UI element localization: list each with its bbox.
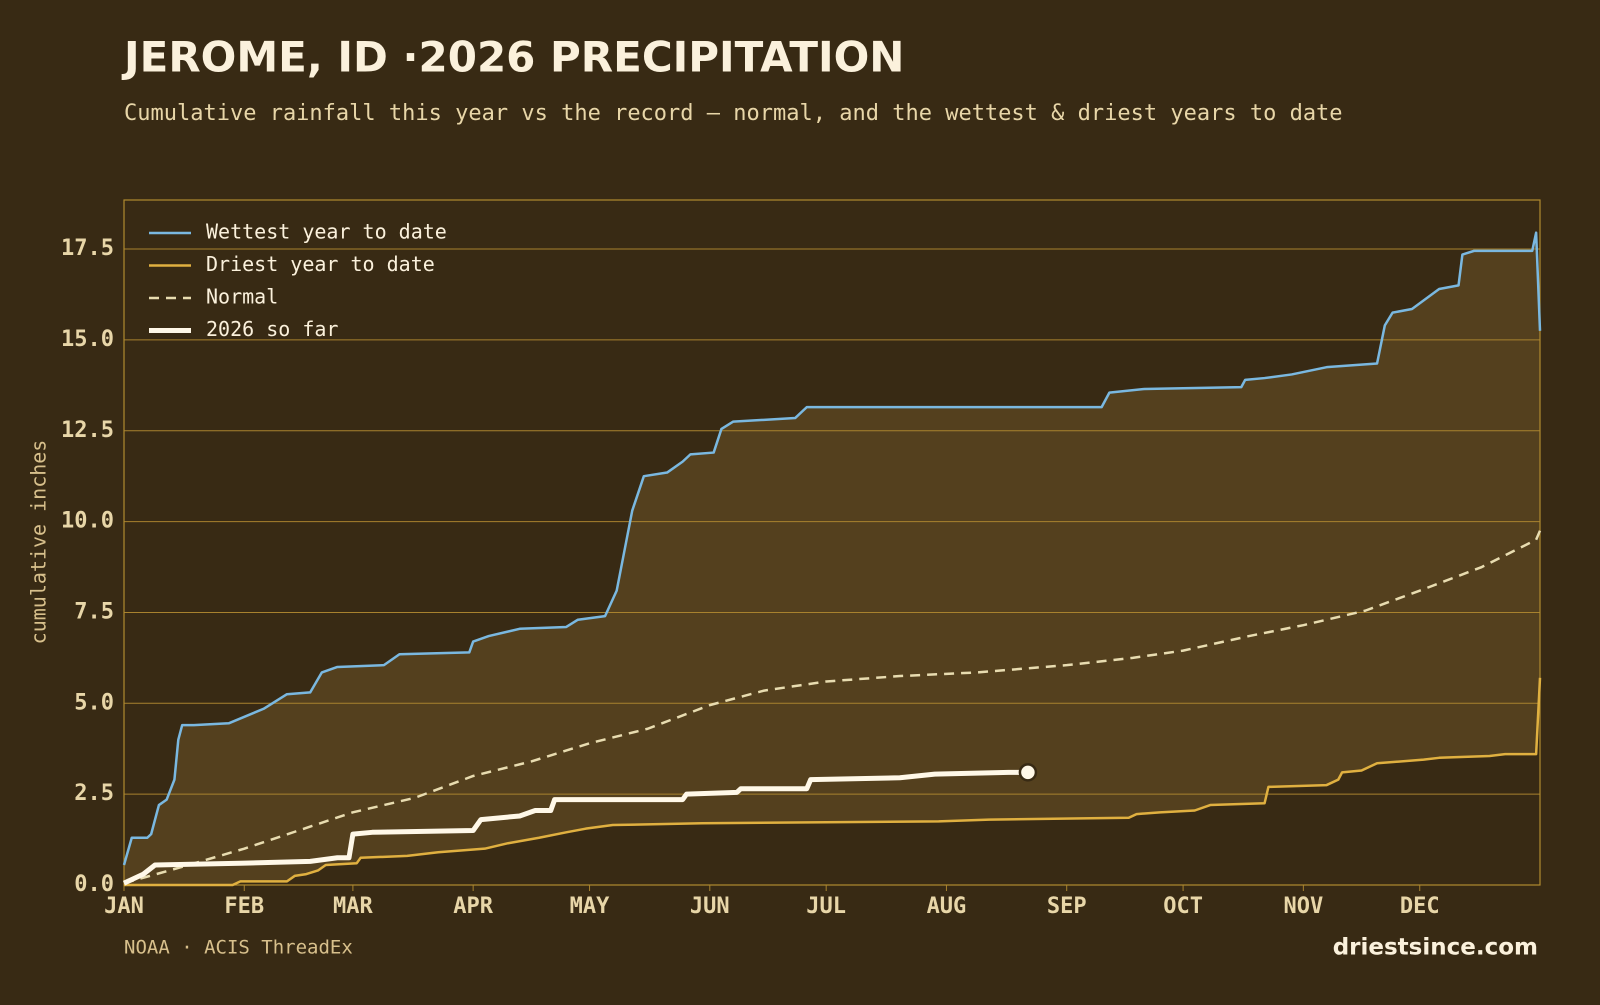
x-tick-label: AUG	[927, 894, 967, 919]
x-tick-label: MAR	[333, 894, 373, 919]
site-credit: driestsince.com	[1333, 935, 1538, 961]
x-tick-label: OCT	[1163, 894, 1203, 919]
y-tick-label: 12.5	[61, 418, 114, 443]
y-tick-label: 15.0	[61, 327, 114, 352]
plot-frame	[123, 199, 1541, 886]
y-tick-label: 2.5	[74, 781, 114, 806]
y-tick-label: 0.0	[74, 872, 114, 897]
legend-label: 2026 so far	[206, 317, 338, 341]
series-line	[122, 769, 1028, 886]
legend-label: Wettest year to date	[206, 220, 447, 244]
y-tick-label: 5.0	[74, 690, 114, 715]
x-tick-label: MAY	[570, 894, 610, 919]
x-tick-label: SEP	[1047, 894, 1087, 919]
y-tick-label: 7.5	[74, 599, 114, 624]
x-tick-label: DEC	[1400, 894, 1440, 919]
chart-title: JEROME, ID ·2026 PRECIPITATION	[121, 33, 904, 82]
x-tick-label: JUL	[806, 894, 846, 919]
x-tick-label: FEB	[224, 894, 264, 919]
y-axis-label: cumulative inches	[27, 440, 51, 645]
current-marker	[1018, 763, 1038, 782]
y-tick-label: 17.5	[61, 236, 114, 261]
series-line	[122, 231, 1542, 866]
series-line	[124, 677, 1542, 887]
legend-label: Normal	[206, 285, 278, 309]
plot-area: 0.0 2.5 5.0 7.5 10.0 12.5 15.0 17.5 JAN FEB MAR APR…	[61, 199, 1542, 919]
series-line	[123, 530, 1542, 885]
range-band	[124, 232, 1540, 885]
source-note: NOAA · ACIS ThreadEx	[124, 937, 353, 959]
x-tick-label: NOV	[1283, 894, 1323, 919]
x-tick-label: APR	[453, 894, 493, 919]
legend-label: Driest year to date	[206, 252, 435, 276]
x-tick-label: JAN	[104, 894, 144, 919]
x-tick-label: JUN	[690, 894, 730, 919]
chart-subtitle: Cumulative rainfall this year vs the rec…	[124, 101, 1343, 126]
y-tick-label: 10.0	[61, 509, 114, 534]
